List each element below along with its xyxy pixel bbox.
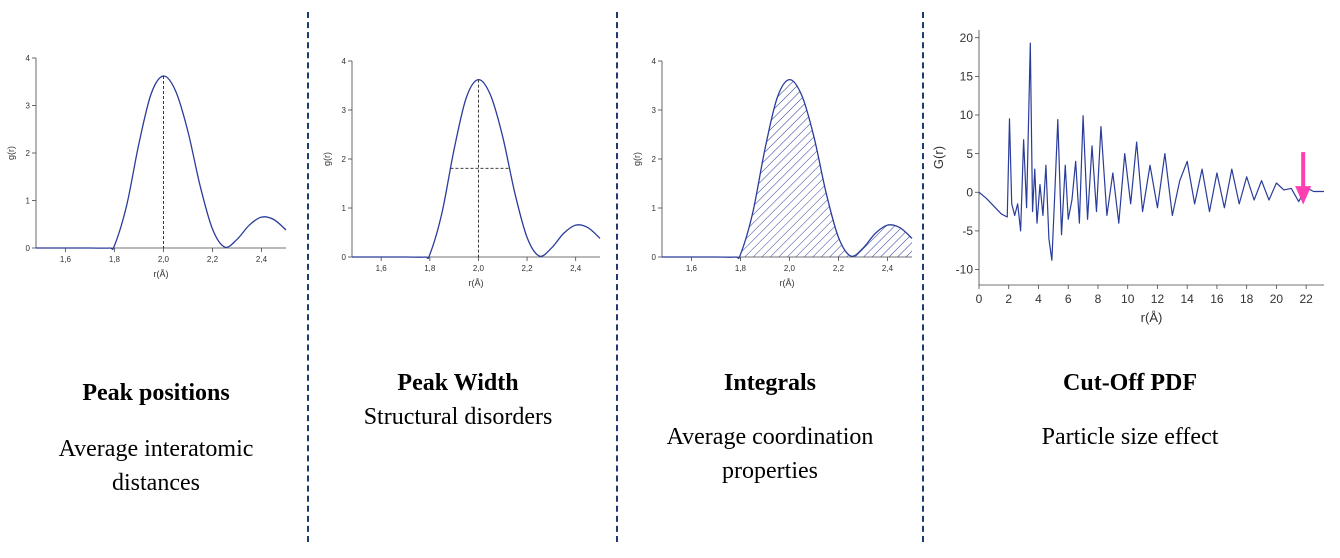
y-tick-label: 1: [26, 196, 31, 205]
y-tick-label: 2: [342, 155, 347, 164]
x-tick-label: 1,6: [686, 264, 698, 273]
x-axis-label: r(Å): [469, 278, 484, 288]
caption-subtitle-line-1: Average interatomic: [58, 436, 254, 462]
caption-subtitle-line-1: Particle size effect: [1041, 424, 1219, 450]
caption-title: Peak Width: [397, 370, 519, 396]
series-line: [35, 75, 287, 251]
x-tick-label: 18: [1240, 292, 1254, 306]
y-tick-label: 0: [342, 253, 347, 262]
y-tick-label: 3: [652, 106, 657, 115]
y-axis-label: G(r): [931, 146, 946, 169]
y-tick-label: 4: [342, 57, 347, 66]
x-tick-label: 1,6: [376, 264, 388, 273]
cutoff-arrow-head: [1295, 186, 1312, 205]
x-axis-label: r(Å): [154, 269, 169, 279]
panel-divider-1: [307, 12, 309, 542]
caption-title: Integrals: [724, 370, 816, 396]
y-axis-label: g(r): [632, 152, 642, 166]
x-axis-label: r(Å): [1141, 310, 1163, 325]
chart-peak-positions: 1,6 1,8 2,0 2,2 2,4 0 1 2 3 4 r(Å) g(r): [6, 54, 287, 279]
x-tick-label: 2,4: [570, 264, 582, 273]
x-tick-label: 2,0: [473, 264, 485, 273]
x-tick-label: 10: [1121, 292, 1135, 306]
caption-subtitle-line-2: distances: [112, 470, 200, 496]
y-tick-label: 15: [960, 70, 974, 84]
y-tick-label: 2: [26, 149, 31, 158]
x-tick-label: 4: [1035, 292, 1042, 306]
x-tick-label: 12: [1151, 292, 1165, 306]
caption-subtitle-line-1: Average coordination: [666, 424, 874, 450]
y-tick-label: 5: [966, 147, 973, 161]
caption-cutoff-pdf: Cut-Off PDF Particle size effect: [930, 366, 1330, 454]
x-tick-label: 2,0: [784, 264, 796, 273]
panel-divider-3: [922, 12, 924, 542]
chart-peak-width: 1,6 1,8 2,0 2,2 2,4 0 1 2 3 4 r(Å) g(r): [322, 57, 601, 288]
x-tick-label: 2,0: [158, 255, 170, 264]
x-tick-label: 8: [1095, 292, 1102, 306]
x-tick-label: 6: [1065, 292, 1072, 306]
caption-subtitle-line-2: properties: [722, 458, 818, 484]
x-tick-label: 2,2: [207, 255, 219, 264]
y-tick-label: 3: [342, 106, 347, 115]
x-tick-label: 20: [1270, 292, 1284, 306]
x-tick-label: 2,4: [256, 255, 268, 264]
x-tick-label: 2,4: [882, 264, 894, 273]
y-tick-label: 1: [342, 204, 347, 213]
area-fill: [735, 79, 912, 259]
panel-divider-2: [616, 12, 618, 542]
series-line: [978, 42, 1324, 261]
caption-peak-width: Peak Width Structural disorders: [312, 366, 604, 434]
x-tick-label: 1,8: [424, 264, 436, 273]
chart-integrals: 1,6 1,8 2,0 2,2 2,4 0 1 2 3 4 r(Å) g(r): [632, 57, 913, 288]
y-tick-label: 0: [966, 185, 973, 199]
x-tick-label: 1,8: [109, 255, 121, 264]
y-axis-label: g(r): [322, 152, 332, 166]
series-line: [661, 78, 913, 260]
y-tick-label: -5: [962, 224, 973, 238]
x-tick-label: 22: [1299, 292, 1313, 306]
y-tick-label: 3: [26, 101, 31, 110]
chart-cutoff-pdf: 0 2 4 6 8 10 12 14 16 18 20 22 -10 -5 0 5 10 15 20 r(Å) G(r): [931, 30, 1324, 325]
x-tick-label: 2: [1005, 292, 1012, 306]
y-tick-label: 0: [652, 253, 657, 262]
x-tick-label: 1,8: [735, 264, 747, 273]
y-tick-label: 1: [652, 204, 657, 213]
y-tick-label: -10: [956, 263, 974, 277]
x-tick-label: 2,2: [833, 264, 845, 273]
caption-integrals: Integrals Average coordination propertie…: [620, 366, 920, 488]
caption-title: Peak positions: [82, 380, 230, 406]
x-tick-label: 16: [1210, 292, 1224, 306]
y-tick-label: 2: [652, 155, 657, 164]
caption-subtitle-line-1: Structural disorders: [363, 404, 553, 430]
y-tick-label: 0: [26, 244, 31, 253]
x-tick-label: 1,6: [60, 255, 72, 264]
x-axis-label: r(Å): [780, 278, 795, 288]
y-tick-label: 20: [960, 31, 974, 45]
y-tick-label: 10: [960, 108, 974, 122]
y-tick-label: 4: [652, 57, 657, 66]
x-tick-label: 14: [1181, 292, 1195, 306]
x-tick-label: 2,2: [521, 264, 533, 273]
caption-title: Cut-Off PDF: [1063, 370, 1197, 396]
series-line: [351, 78, 601, 260]
y-tick-label: 4: [26, 54, 31, 63]
y-axis-label: g(r): [6, 146, 16, 160]
x-tick-label: 0: [976, 292, 983, 306]
caption-peak-positions: Peak positions Average interatomic dista…: [10, 376, 302, 500]
